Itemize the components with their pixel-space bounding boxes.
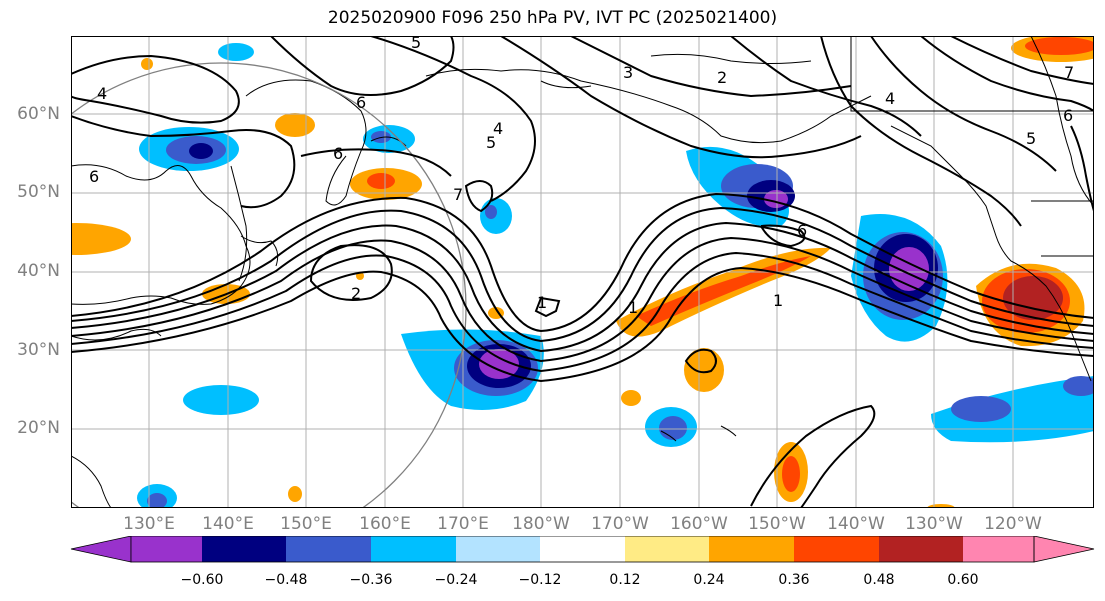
contour-label: 5 <box>1026 129 1036 148</box>
colorbar-bin <box>879 536 963 562</box>
negative-anomaly-subtropical <box>401 329 544 410</box>
colorbar-bin <box>794 536 879 562</box>
lon-label: 120°W <box>984 514 1042 534</box>
positive-anomaly-small-1 <box>141 58 153 70</box>
colorbar-bin <box>625 536 709 562</box>
negative-anomaly-japan <box>139 127 239 171</box>
lon-label: 170°W <box>591 514 649 534</box>
negative-anomaly-central <box>480 198 512 234</box>
contour-label: 5 <box>411 36 421 52</box>
lon-label: 150°W <box>748 514 806 534</box>
negative-anomaly-west-subtropics <box>183 385 259 415</box>
negative-anomaly-gulf-alaska <box>686 146 795 227</box>
contour-label: 1 <box>628 298 638 317</box>
colorbar <box>70 536 1095 563</box>
lat-label: 60°N <box>17 104 60 124</box>
lat-label: 40°N <box>17 261 60 281</box>
colorbar-tick-label: 0.12 <box>609 572 641 588</box>
map-panel: 5 3 2 4 6 6 6 5 4 7 2 6 1 1 4 5 6 7 1 <box>71 36 1094 508</box>
contour-label: 7 <box>453 185 463 204</box>
positive-anomaly-small-4 <box>356 272 364 280</box>
contour-label: 6 <box>797 221 807 240</box>
map-frame <box>71 36 1094 508</box>
contour-label: 6 <box>333 144 343 163</box>
lon-label: 180°W <box>512 514 570 534</box>
contour-label: 4 <box>885 89 895 108</box>
contour-label: 1 <box>773 291 783 310</box>
contour-label: 4 <box>97 84 107 103</box>
positive-anomaly-california <box>976 263 1085 347</box>
lon-label: 140°E <box>202 514 254 534</box>
contour-label: 7 <box>1064 63 1074 82</box>
colorbar-tick-label: 0.60 <box>947 572 979 588</box>
positive-anomaly-northeast <box>1011 36 1094 62</box>
colorbar-bin <box>371 536 456 562</box>
contour-label: 6 <box>89 167 99 186</box>
positive-anomaly-small-5 <box>621 390 641 406</box>
ivt-contours <box>71 36 1094 508</box>
contour-label: 1 <box>537 293 547 312</box>
colorbar-tick-label: −0.60 <box>180 572 224 588</box>
contour-label: 5 <box>486 133 496 152</box>
colorbar-min-extend <box>70 536 132 563</box>
colorbar-bin <box>709 536 794 562</box>
colorbar-tick-label: 0.48 <box>863 572 895 588</box>
contour-label: 2 <box>351 284 361 303</box>
colorbar-bin <box>540 536 625 562</box>
contour-label: 2 <box>717 68 727 87</box>
lon-label: 160°E <box>359 514 411 534</box>
lat-label: 30°N <box>17 340 60 360</box>
contour-label: 6 <box>1063 106 1073 125</box>
positive-anomaly-mid <box>684 348 724 392</box>
negative-anomaly-hawaii <box>645 407 697 447</box>
negative-anomaly-small-nw <box>218 43 254 61</box>
colorbar-tick-label: 0.36 <box>778 572 810 588</box>
colorbar-bin <box>202 536 286 562</box>
contour-label: 4 <box>493 119 503 138</box>
colorbar-tick-label: −0.24 <box>434 572 478 588</box>
lat-label: 50°N <box>17 182 60 202</box>
lon-label: 170°E <box>437 514 489 534</box>
lon-label: 130°W <box>905 514 963 534</box>
positive-anomaly-hawaii-east <box>774 442 808 502</box>
map-title: 2025020900 F096 250 hPa PV, IVT PC (2025… <box>327 8 778 28</box>
contour-labels: 5 3 2 4 6 6 6 5 4 7 2 6 1 1 4 5 6 7 1 <box>89 36 1074 317</box>
colorbar-bin <box>131 536 202 562</box>
colorbar-tick-label: −0.36 <box>349 572 393 588</box>
colorbar-bin <box>456 536 540 562</box>
colorbar-bin <box>963 536 1034 562</box>
colorbar-max-extend <box>1033 536 1095 563</box>
contour-label: 3 <box>623 63 633 82</box>
lat-label: 20°N <box>17 418 60 438</box>
colorbar-tick-label: 0.24 <box>693 572 725 588</box>
contour-label: 6 <box>356 93 366 112</box>
negative-anomaly-south <box>137 484 177 508</box>
graticule <box>71 36 1094 508</box>
colorbar-frame <box>130 536 1035 563</box>
lon-label: 140°W <box>827 514 885 534</box>
lon-label: 130°E <box>123 514 175 534</box>
positive-anomaly-west-edge <box>71 223 131 255</box>
lon-label: 150°E <box>280 514 332 534</box>
colorbar-tick-label: −0.12 <box>518 572 562 588</box>
lon-label: 160°W <box>670 514 728 534</box>
positive-anomaly-small-3 <box>288 486 302 502</box>
positive-anomaly-okhotsk <box>350 168 422 200</box>
colorbar-tick-label: −0.48 <box>264 572 308 588</box>
colorbar-bin <box>286 536 371 562</box>
positive-anomaly-sakhalin <box>275 113 315 137</box>
